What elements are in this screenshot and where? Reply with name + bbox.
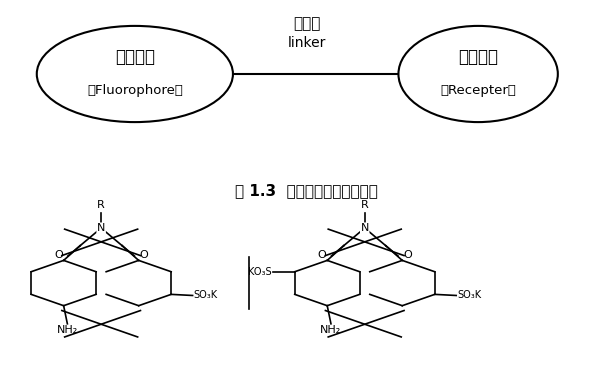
Ellipse shape: [37, 26, 233, 122]
Text: SO₃K: SO₃K: [194, 290, 218, 300]
Text: linker: linker: [287, 36, 326, 50]
Text: O: O: [403, 250, 412, 260]
Text: NH₂: NH₂: [321, 325, 341, 335]
Text: O: O: [139, 250, 148, 260]
Text: （Fluorophore）: （Fluorophore）: [87, 84, 183, 97]
Text: NH₂: NH₂: [57, 325, 78, 335]
Text: R: R: [97, 200, 105, 210]
Text: O: O: [318, 250, 327, 260]
Text: 连接体: 连接体: [293, 17, 320, 31]
Text: N: N: [97, 223, 105, 233]
Text: 荧光基团: 荧光基团: [115, 48, 155, 66]
Text: N: N: [360, 223, 369, 233]
Text: （Recepter）: （Recepter）: [440, 84, 516, 97]
Text: O: O: [54, 250, 63, 260]
Text: SO₃K: SO₃K: [457, 290, 482, 300]
Text: 识别基团: 识别基团: [458, 48, 498, 66]
Text: 图 1.3  荧光化学传感器的结构: 图 1.3 荧光化学传感器的结构: [235, 183, 378, 198]
Ellipse shape: [398, 26, 558, 122]
Text: KO₃S: KO₃S: [248, 267, 272, 277]
Text: R: R: [361, 200, 368, 210]
